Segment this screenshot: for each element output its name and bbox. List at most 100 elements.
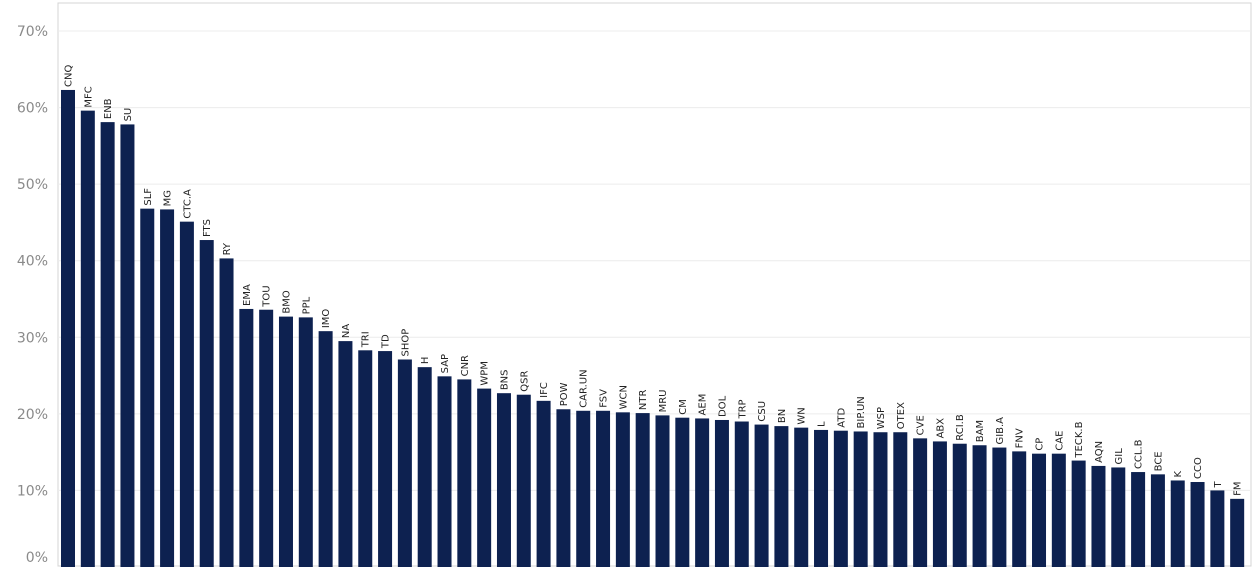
bar-fsv[interactable] (596, 410, 611, 567)
bars (61, 89, 1245, 568)
bar-label-abx: ABX (935, 418, 946, 439)
y-tick-label: 70% (17, 24, 48, 40)
bar-mru[interactable] (655, 415, 670, 567)
bar-label-bip-un: BIP.UN (856, 396, 867, 428)
bar-label-pow: POW (559, 382, 570, 406)
y-tick-label: 40% (17, 254, 48, 270)
bar-car-un[interactable] (576, 410, 591, 567)
bar-wcn[interactable] (615, 412, 630, 567)
bar-bn[interactable] (774, 426, 789, 567)
bar-label-mru: MRU (658, 389, 669, 412)
bar-label-enb: ENB (103, 98, 114, 119)
bar-gib-a[interactable] (992, 447, 1007, 567)
bar-mg[interactable] (160, 209, 175, 567)
bar-t[interactable] (1210, 490, 1225, 567)
bar-otex[interactable] (893, 432, 908, 567)
bar-cp[interactable] (1032, 453, 1047, 567)
bar-label-qsr: QSR (519, 370, 530, 391)
bar-k[interactable] (1170, 480, 1185, 567)
bar-label-ema: EMA (242, 284, 253, 306)
bar-rci-b[interactable] (952, 443, 967, 567)
bar-imo[interactable] (318, 331, 333, 567)
bar-pow[interactable] (556, 409, 571, 567)
bar-label-su: SU (123, 108, 134, 122)
bar-label-ccl-b: CCL.B (1134, 439, 1145, 469)
bar-csu[interactable] (754, 424, 769, 567)
bar-ry[interactable] (219, 258, 234, 567)
bar-label-k: K (1173, 470, 1184, 477)
bar-label-tri: TRI (361, 331, 372, 348)
bar-cm[interactable] (675, 417, 690, 567)
bar-atd[interactable] (833, 430, 848, 567)
bar-l[interactable] (814, 429, 829, 567)
bar-aqn[interactable] (1091, 465, 1106, 567)
bar-label-na: NA (341, 324, 352, 338)
bar-cve[interactable] (913, 438, 928, 567)
bar-tou[interactable] (259, 309, 274, 567)
y-tick-label: 10% (17, 483, 48, 499)
bar-label-bn: BN (777, 409, 788, 423)
bar-sap[interactable] (437, 376, 452, 567)
bar-label-cnq: CNQ (64, 64, 75, 86)
bar-label-wpm: WPM (480, 361, 491, 386)
bar-h[interactable] (417, 367, 432, 567)
bar-bmo[interactable] (278, 316, 293, 567)
bar-wsp[interactable] (873, 432, 888, 567)
bar-ccl-b[interactable] (1131, 472, 1146, 567)
bar-ema[interactable] (239, 308, 254, 567)
bar-label-imo: IMO (321, 309, 332, 329)
bar-label-fnv: FNV (1015, 428, 1026, 448)
bar-label-cnr: CNR (460, 355, 471, 376)
bar-slf[interactable] (140, 208, 155, 567)
bar-label-bam: BAM (975, 420, 986, 442)
bar-cnq[interactable] (61, 89, 75, 568)
bar-shop[interactable] (397, 359, 412, 567)
y-axis: 0% 10% 20% 30% 40% 50% 60% 70% (17, 24, 48, 566)
bar-bip-un[interactable] (853, 431, 868, 567)
bar-wn[interactable] (794, 427, 809, 567)
bar-trp[interactable] (734, 421, 749, 567)
bar-cco[interactable] (1190, 482, 1205, 567)
bar-gil[interactable] (1111, 467, 1126, 567)
bar-bce[interactable] (1150, 474, 1165, 567)
bar-label-cco: CCO (1193, 457, 1204, 479)
bar-enb[interactable] (100, 122, 115, 568)
bar-qsr[interactable] (516, 394, 531, 567)
bar-label-ppl: PPL (301, 296, 312, 314)
bar-cae[interactable] (1051, 453, 1066, 567)
bar-td[interactable] (378, 351, 393, 567)
y-tick-label: 60% (17, 101, 48, 117)
bar-na[interactable] (338, 341, 353, 567)
bar-dol[interactable] (714, 419, 729, 567)
bar-bns[interactable] (496, 393, 511, 567)
bar-su[interactable] (120, 124, 135, 568)
bar-label-ntr: NTR (638, 390, 649, 411)
bar-bam[interactable] (972, 445, 987, 567)
bar-fm[interactable] (1230, 498, 1245, 567)
bar-teck-b[interactable] (1071, 460, 1086, 567)
bar-ntr[interactable] (635, 413, 650, 567)
bar-label-slf: SLF (143, 188, 154, 206)
bar-label-cve: CVE (916, 415, 927, 435)
bar-abx[interactable] (932, 441, 947, 567)
bar-label-aqn: AQN (1094, 441, 1105, 463)
bar-ifc[interactable] (536, 400, 551, 567)
bar-ppl[interactable] (298, 317, 313, 567)
bar-label-dol: DOL (717, 395, 728, 417)
bar-label-bns: BNS (499, 369, 510, 390)
bar-label-mg: MG (163, 190, 174, 206)
bar-wpm[interactable] (477, 388, 492, 567)
bar-tri[interactable] (358, 350, 373, 567)
bar-label-ry: RY (222, 242, 233, 255)
y-tick-label: 0% (26, 550, 48, 566)
bar-fts[interactable] (199, 240, 214, 568)
bar-fnv[interactable] (1012, 451, 1027, 567)
bar-mfc[interactable] (80, 110, 95, 567)
bar-label-ifc: IFC (539, 382, 550, 398)
bar-aem[interactable] (695, 418, 710, 567)
bar-ctc-a[interactable] (179, 221, 194, 567)
bar-label-wn: WN (797, 407, 808, 424)
bar-label-atd: ATD (836, 408, 847, 428)
bar-cnr[interactable] (457, 379, 472, 567)
